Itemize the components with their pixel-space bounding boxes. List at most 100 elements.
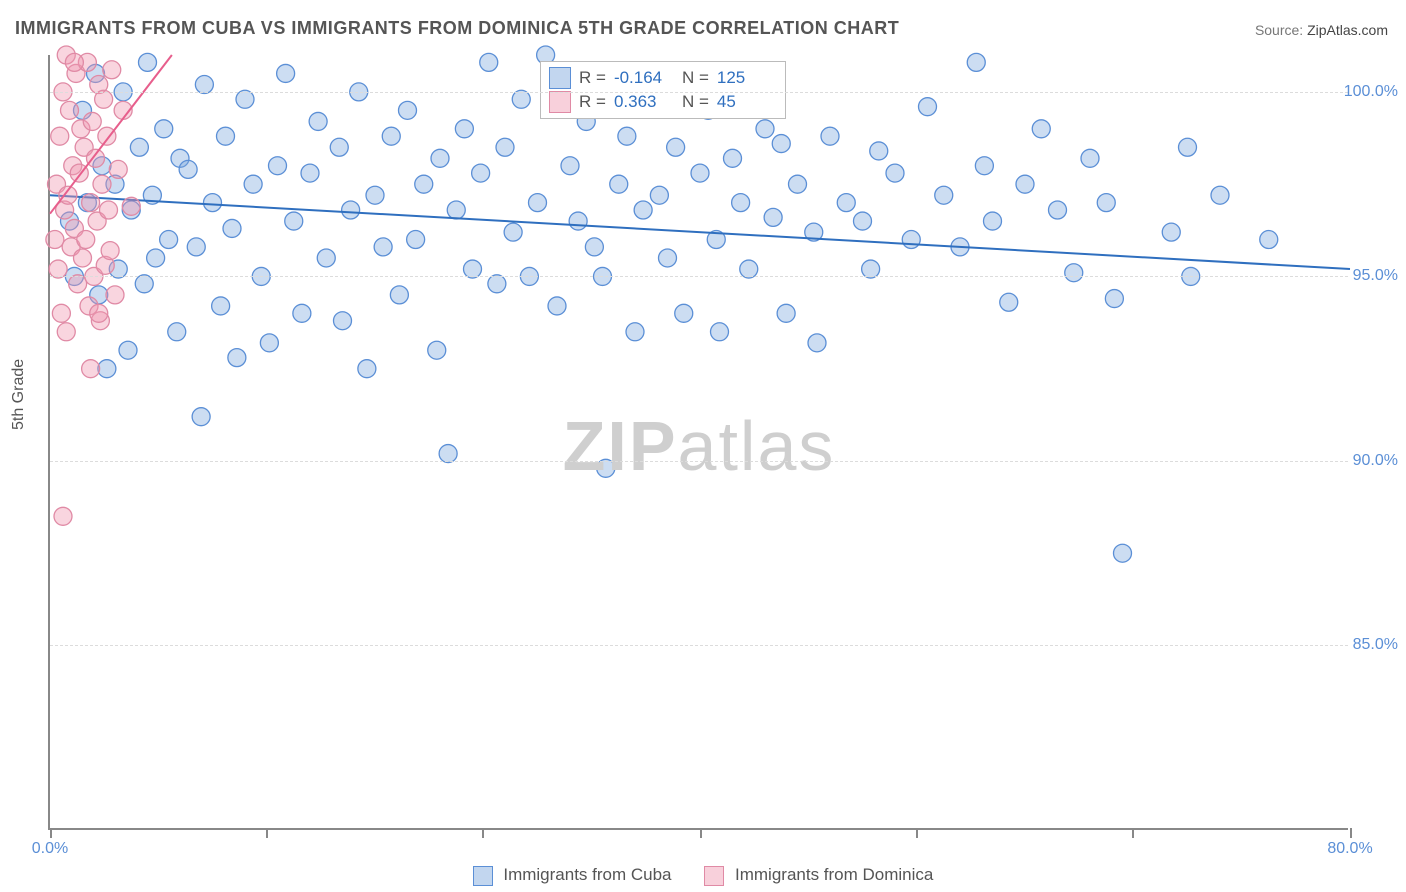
data-point bbox=[98, 360, 116, 378]
gridline bbox=[50, 276, 1348, 277]
legend-row-dominica: R = 0.363 N = 45 bbox=[549, 90, 777, 114]
y-axis-label: 5th Grade bbox=[10, 359, 28, 430]
data-point bbox=[83, 112, 101, 130]
data-point bbox=[756, 120, 774, 138]
x-tick bbox=[700, 828, 702, 838]
swatch-dominica-bottom bbox=[704, 866, 724, 886]
data-point bbox=[447, 201, 465, 219]
data-point bbox=[139, 53, 157, 71]
data-point bbox=[472, 164, 490, 182]
swatch-cuba bbox=[549, 67, 571, 89]
data-point bbox=[46, 231, 64, 249]
x-tick bbox=[50, 828, 52, 838]
data-point bbox=[886, 164, 904, 182]
data-point bbox=[399, 101, 417, 119]
x-tick-label: 0.0% bbox=[32, 840, 68, 858]
data-point bbox=[382, 127, 400, 145]
data-point bbox=[100, 201, 118, 219]
data-point bbox=[119, 341, 137, 359]
r-label-1: R = bbox=[579, 68, 606, 88]
data-point bbox=[223, 219, 241, 237]
data-point bbox=[1162, 223, 1180, 241]
data-point bbox=[1032, 120, 1050, 138]
data-point bbox=[135, 275, 153, 293]
data-point bbox=[407, 231, 425, 249]
data-point bbox=[512, 90, 530, 108]
data-point bbox=[109, 160, 127, 178]
source-value: ZipAtlas.com bbox=[1307, 22, 1388, 38]
data-point bbox=[634, 201, 652, 219]
data-point bbox=[561, 157, 579, 175]
data-point bbox=[244, 175, 262, 193]
data-point bbox=[984, 212, 1002, 230]
legend-item-dominica: Immigrants from Dominica bbox=[704, 865, 933, 884]
data-point bbox=[374, 238, 392, 256]
data-point bbox=[529, 194, 547, 212]
data-point bbox=[967, 53, 985, 71]
data-point bbox=[1105, 290, 1123, 308]
data-point bbox=[870, 142, 888, 160]
data-point bbox=[935, 186, 953, 204]
data-point bbox=[597, 459, 615, 477]
data-point bbox=[1097, 194, 1115, 212]
data-point bbox=[496, 138, 514, 156]
n-label-2: N = bbox=[682, 92, 709, 112]
data-point bbox=[504, 223, 522, 241]
x-tick bbox=[1132, 828, 1134, 838]
data-point bbox=[1114, 544, 1132, 562]
data-point bbox=[160, 231, 178, 249]
data-point bbox=[342, 201, 360, 219]
plot-area: R = -0.164 N = 125 R = 0.363 N = 45 ZIPa… bbox=[48, 55, 1348, 830]
data-point bbox=[192, 408, 210, 426]
data-point bbox=[90, 304, 108, 322]
data-point bbox=[919, 98, 937, 116]
data-point bbox=[711, 323, 729, 341]
legend-label-cuba: Immigrants from Cuba bbox=[503, 865, 671, 884]
data-point bbox=[334, 312, 352, 330]
data-point bbox=[732, 194, 750, 212]
data-point bbox=[195, 76, 213, 94]
data-point bbox=[569, 212, 587, 230]
x-tick bbox=[916, 828, 918, 838]
data-point bbox=[330, 138, 348, 156]
data-point bbox=[650, 186, 668, 204]
data-point bbox=[54, 507, 72, 525]
bottom-legend: Immigrants from Cuba Immigrants from Dom… bbox=[0, 865, 1406, 886]
data-point bbox=[82, 194, 100, 212]
x-tick bbox=[482, 828, 484, 838]
swatch-cuba-bottom bbox=[473, 866, 493, 886]
y-tick-label: 85.0% bbox=[1338, 636, 1398, 654]
data-point bbox=[415, 175, 433, 193]
y-tick-label: 95.0% bbox=[1338, 267, 1398, 285]
legend-row-cuba: R = -0.164 N = 125 bbox=[549, 66, 777, 90]
plot-svg bbox=[50, 55, 1348, 828]
data-point bbox=[772, 135, 790, 153]
gridline bbox=[50, 461, 1348, 462]
correlation-legend: R = -0.164 N = 125 R = 0.363 N = 45 bbox=[540, 61, 786, 119]
data-point bbox=[837, 194, 855, 212]
data-point bbox=[428, 341, 446, 359]
data-point bbox=[101, 242, 119, 260]
chart-title: IMMIGRANTS FROM CUBA VS IMMIGRANTS FROM … bbox=[15, 18, 899, 39]
data-point bbox=[103, 61, 121, 79]
data-point bbox=[93, 175, 111, 193]
data-point bbox=[777, 304, 795, 322]
data-point bbox=[69, 275, 87, 293]
data-point bbox=[187, 238, 205, 256]
data-point bbox=[626, 323, 644, 341]
data-point bbox=[724, 149, 742, 167]
data-point bbox=[204, 194, 222, 212]
data-point bbox=[808, 334, 826, 352]
x-tick-label: 80.0% bbox=[1327, 840, 1372, 858]
data-point bbox=[228, 349, 246, 367]
data-point bbox=[862, 260, 880, 278]
data-point bbox=[659, 249, 677, 267]
data-point bbox=[277, 64, 295, 82]
data-point bbox=[439, 445, 457, 463]
gridline bbox=[50, 92, 1348, 93]
r-value-cuba: -0.164 bbox=[614, 68, 674, 88]
data-point bbox=[155, 120, 173, 138]
data-point bbox=[610, 175, 628, 193]
data-point bbox=[464, 260, 482, 278]
data-point bbox=[51, 127, 69, 145]
